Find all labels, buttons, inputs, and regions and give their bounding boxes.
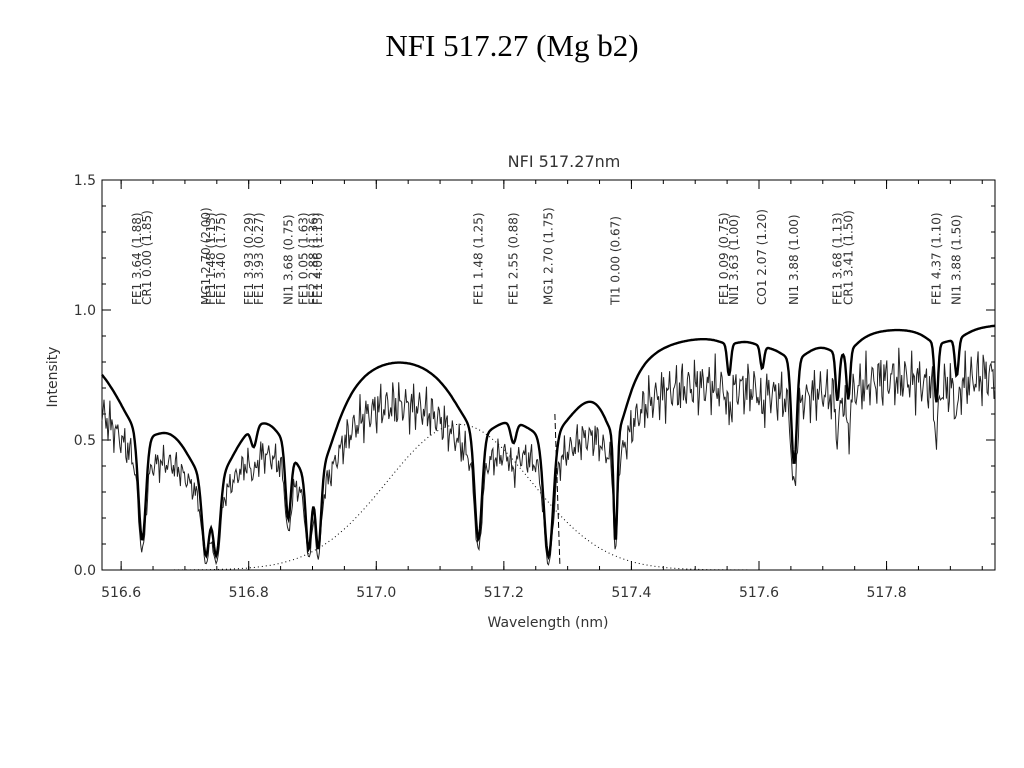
plot-curves xyxy=(101,324,996,571)
line-id-label: NI1 3.88 (1.50) xyxy=(950,214,964,305)
line-id-label: TI1 0.00 (0.67) xyxy=(609,216,623,306)
line-id-label: FE1 4.37 (1.10) xyxy=(929,212,943,305)
x-tick-label: 517.8 xyxy=(867,585,907,601)
x-tick-label: 516.8 xyxy=(229,585,269,601)
x-tick-label: 517.2 xyxy=(484,585,524,601)
slide-title: NFI 517.27 (Mg b2) xyxy=(385,28,639,63)
line-id-label: CR1 3.41 (1.50) xyxy=(841,210,855,305)
axis-ticks: 516.6 516.8 517.0 517.2 517.4 517.6 517.8 0.0 0.… xyxy=(74,173,995,601)
line-id-label: FE1 3.64 (1.88) xyxy=(130,212,144,305)
x-tick-label: 517.4 xyxy=(611,585,651,601)
y-axis-label: Intensity xyxy=(45,347,61,408)
line-id-label: NI1 3.63 (1.00) xyxy=(727,214,741,305)
filter-profile-dotted-line xyxy=(102,423,995,571)
line-id-label: FE2 2.88 (1.36) xyxy=(307,212,321,305)
line-id-label: CR1 0.00 (1.85) xyxy=(140,210,154,305)
line-id-label: FE1 0.09 (0.75) xyxy=(717,212,731,305)
spectrum-thick-line xyxy=(101,324,996,561)
line-id-label: FE1 0.05 (1.63) xyxy=(297,212,311,305)
x-tick-label: 517.0 xyxy=(356,585,396,601)
y-tick-label: 1.0 xyxy=(74,303,96,319)
y-tick-label: 0.0 xyxy=(74,563,96,579)
chart-title: NFI 517.27nm xyxy=(508,152,621,171)
y-tick-label: 1.5 xyxy=(74,173,96,189)
spectrum-thin-line xyxy=(101,347,996,566)
line-id-label: FE1 2.55 (0.88) xyxy=(506,212,520,305)
line-center-dashed-marker xyxy=(554,413,561,565)
x-axis-label: Wavelength (nm) xyxy=(488,615,609,631)
line-id-label: FE1 4.06 (1.13) xyxy=(311,212,325,305)
line-id-label: NI1 3.68 (0.75) xyxy=(281,214,295,305)
line-annotation-labels: FE1 3.64 (1.88)CR1 0.00 (1.85) MG1 2.70 (… xyxy=(130,207,964,306)
line-id-label: CO1 2.07 (1.20) xyxy=(755,209,769,305)
line-id-label: FE1 3.93 (0.27) xyxy=(252,212,266,305)
line-id-label: MG1 2.70 (1.75) xyxy=(542,207,556,305)
y-tick-label: 0.5 xyxy=(74,433,96,449)
line-id-label: FE1 3.68 (1.13) xyxy=(830,212,844,305)
line-id-label: MG1 2.70 (2.00) xyxy=(199,207,213,305)
x-tick-label: 516.6 xyxy=(101,585,141,601)
line-id-label: FE1 3.93 (0.29) xyxy=(242,212,256,305)
x-tick-label: 517.6 xyxy=(739,585,779,601)
line-id-label: FE1 1.48 (1.25) xyxy=(471,212,485,305)
line-id-label: NI1 3.88 (1.00) xyxy=(787,214,801,305)
line-id-label: FE1 3.40 (1.75) xyxy=(214,212,228,305)
line-id-label: FE1 1.48 (1.13) xyxy=(204,212,218,305)
